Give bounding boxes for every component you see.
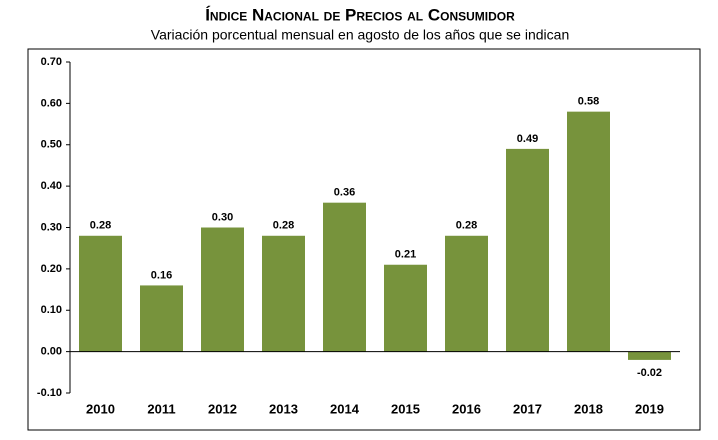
chart-title: Índice Nacional de Precios al Consumidor [205, 5, 515, 24]
bar [262, 235, 305, 352]
y-tick-label: -0.10 [37, 387, 62, 399]
bar [567, 111, 610, 352]
x-tick-label: 2010 [86, 401, 115, 416]
chart-border [27, 48, 701, 431]
x-tick-label: 2019 [635, 401, 664, 416]
y-tick-label: 0.20 [41, 263, 62, 275]
chart-subtitle: Variación porcentual mensual en agosto d… [151, 27, 569, 43]
y-tick-label: 0.70 [41, 56, 62, 68]
value-label: 0.49 [517, 133, 538, 145]
value-label: 0.28 [90, 220, 111, 232]
y-tick-label: 0.10 [41, 304, 62, 316]
bar [140, 285, 183, 352]
bar [384, 264, 427, 352]
y-tick-label: 0.00 [41, 346, 62, 358]
value-label: 0.16 [151, 269, 172, 281]
bar [628, 351, 671, 360]
x-tick-label: 2014 [330, 401, 360, 416]
value-label: 0.28 [273, 220, 294, 232]
value-label: 0.21 [395, 249, 416, 261]
bar [79, 235, 122, 352]
value-label: 0.36 [334, 187, 355, 199]
x-tick-label: 2011 [147, 401, 175, 416]
y-tick-label: 0.60 [41, 97, 62, 109]
y-tick-label: 0.30 [41, 221, 62, 233]
bar [506, 148, 549, 352]
y-tick-label: 0.50 [41, 139, 62, 151]
x-tick-label: 2015 [391, 401, 420, 416]
bar [445, 235, 488, 352]
y-tick-label: 0.40 [41, 180, 62, 192]
value-label: 0.28 [456, 220, 477, 232]
value-label: 0.30 [212, 211, 233, 223]
x-tick-label: 2016 [452, 401, 481, 416]
bar [323, 202, 366, 352]
x-tick-label: 2018 [574, 401, 603, 416]
x-tick-label: 2012 [208, 401, 237, 416]
x-tick-label: 2013 [269, 401, 298, 416]
value-label: 0.58 [578, 96, 599, 108]
value-label: -0.02 [637, 367, 662, 379]
x-tick-label: 2017 [513, 401, 542, 416]
bar [201, 227, 244, 352]
